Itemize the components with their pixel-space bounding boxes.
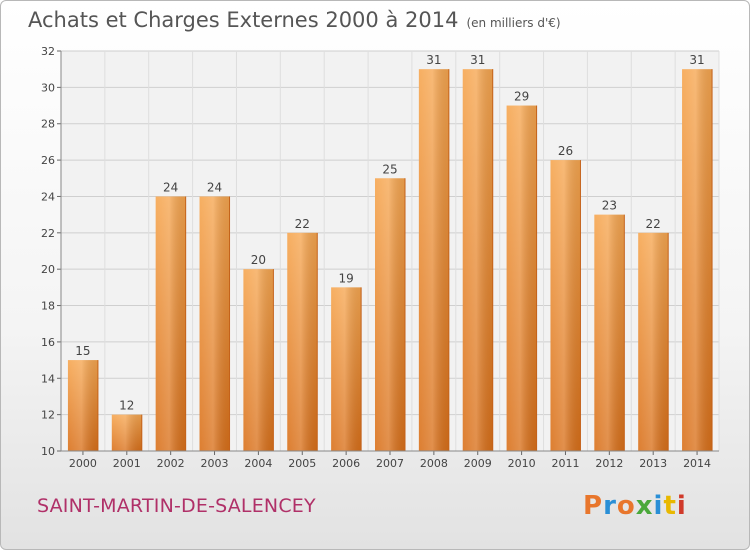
x-tick-label: 2006 bbox=[332, 457, 360, 470]
x-tick-label: 2007 bbox=[376, 457, 404, 470]
bar-value-label: 19 bbox=[338, 271, 353, 285]
logo-letter: t bbox=[663, 491, 677, 521]
x-tick-label: 2008 bbox=[420, 457, 448, 470]
y-tick-label: 32 bbox=[41, 45, 55, 58]
proxiti-logo: Proxiti bbox=[583, 491, 687, 521]
bar-shine bbox=[67, 360, 98, 451]
x-tick-label: 2013 bbox=[639, 457, 667, 470]
x-tick-label: 2003 bbox=[201, 457, 229, 470]
bar-value-label: 26 bbox=[558, 144, 573, 158]
bar-value-label: 23 bbox=[602, 199, 617, 213]
y-tick-label: 26 bbox=[41, 154, 55, 167]
y-tick-label: 16 bbox=[41, 336, 55, 349]
bar-shine bbox=[506, 105, 537, 451]
x-tick-label: 2001 bbox=[113, 457, 141, 470]
y-tick-label: 20 bbox=[41, 263, 55, 276]
bar-shine bbox=[550, 160, 581, 451]
x-tick-label: 2011 bbox=[551, 457, 579, 470]
bar-value-label: 31 bbox=[426, 53, 441, 67]
bar-value-label: 15 bbox=[75, 344, 90, 358]
bar-shine bbox=[418, 69, 449, 451]
bar-value-label: 31 bbox=[470, 53, 485, 67]
bar-shine bbox=[287, 232, 318, 451]
bar-value-label: 22 bbox=[646, 217, 661, 231]
bar-shine bbox=[155, 196, 186, 451]
logo-letter: r bbox=[603, 491, 617, 521]
bar-shine bbox=[375, 178, 405, 452]
bar-shine bbox=[462, 69, 493, 451]
chart-unit: (en milliers d'€) bbox=[466, 16, 561, 30]
x-tick-label: 2004 bbox=[244, 457, 272, 470]
y-tick-label: 12 bbox=[41, 409, 55, 422]
logo-letter: P bbox=[583, 491, 604, 521]
x-tick-label: 2002 bbox=[157, 457, 185, 470]
axes: 10 12 14 16 18 20 22 24 26 28 30 32 2000 2001 2002 2003… bbox=[41, 45, 719, 470]
bar-value-label: 22 bbox=[295, 217, 310, 231]
bar-value-label: 20 bbox=[251, 253, 266, 267]
bars: 15 12 24 24 20 22 19 25 31 31 29 26 23 22 31 bbox=[67, 53, 713, 452]
bar-value-label: 24 bbox=[163, 180, 178, 194]
y-tick-label: 30 bbox=[41, 81, 55, 94]
y-tick-label: 18 bbox=[41, 300, 55, 313]
bar-shine bbox=[331, 287, 362, 451]
bar-shine bbox=[594, 214, 625, 451]
x-tick-label: 2012 bbox=[595, 457, 623, 470]
logo-letter: o bbox=[616, 491, 636, 521]
y-tick-label: 24 bbox=[41, 190, 55, 203]
x-tick-label: 2000 bbox=[69, 457, 97, 470]
x-tick-label: 2009 bbox=[464, 457, 492, 470]
commune-name: SAINT-MARTIN-DE-SALENCEY bbox=[37, 495, 316, 517]
bar-shine bbox=[243, 269, 274, 451]
bar-shine bbox=[111, 414, 142, 451]
x-tick-label: 2005 bbox=[288, 457, 316, 470]
chart-title: Achats et Charges Externes 2000 à 2014 bbox=[28, 8, 459, 32]
bar-value-label: 31 bbox=[689, 53, 704, 67]
x-tick-label: 2014 bbox=[683, 457, 711, 470]
bar-value-label: 29 bbox=[514, 90, 529, 104]
bar-value-label: 24 bbox=[207, 180, 222, 194]
y-tick-label: 14 bbox=[41, 372, 55, 385]
bar-shine bbox=[638, 232, 669, 451]
bar-value-label: 12 bbox=[119, 399, 134, 413]
chart-title-block: Achats et Charges Externes 2000 à 2014 (e… bbox=[28, 8, 561, 32]
logo-letter: i bbox=[676, 491, 687, 521]
bar-shine bbox=[199, 196, 230, 451]
y-tick-label: 10 bbox=[41, 445, 55, 458]
bar-value-label: 25 bbox=[382, 162, 397, 176]
y-tick-label: 22 bbox=[41, 227, 55, 240]
bar-shine bbox=[682, 69, 713, 451]
y-tick-label: 28 bbox=[41, 118, 55, 131]
logo-letter: x bbox=[635, 491, 654, 521]
logo-letter: i bbox=[653, 491, 664, 521]
x-tick-label: 2010 bbox=[508, 457, 536, 470]
